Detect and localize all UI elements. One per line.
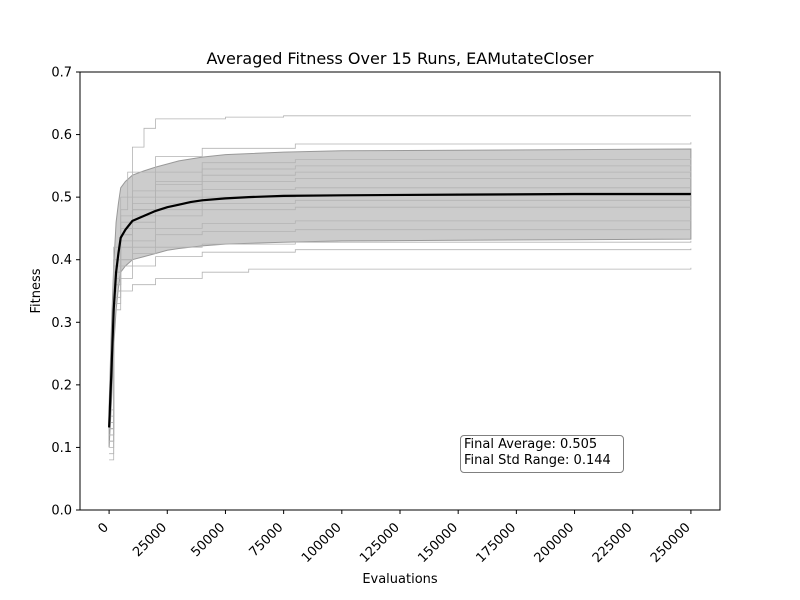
y-tick-label: 0.3 — [51, 316, 72, 331]
y-tick-label: 0.0 — [51, 504, 72, 519]
x-tick-label: 200000 — [532, 520, 578, 566]
run-line — [109, 220, 692, 423]
x-tick-label: 75000 — [247, 520, 287, 560]
x-tick-label: 100000 — [299, 520, 345, 566]
y-axis-label: Fitness — [29, 268, 44, 313]
average-line — [108, 192, 691, 428]
y-tick-label: 0.4 — [51, 253, 72, 268]
final-stats-box: Final Average: 0.505 Final Std Range: 0.… — [460, 435, 624, 473]
y-tick-label: 0.2 — [51, 378, 72, 393]
x-tick-label: 25000 — [130, 520, 170, 560]
run-line — [109, 240, 692, 430]
x-tick-label: 125000 — [357, 520, 403, 566]
x-tick-label: 250000 — [648, 520, 694, 566]
y-tick-label: 0.5 — [51, 191, 72, 206]
x-tick-label: 175000 — [473, 520, 519, 566]
average-layer — [108, 192, 691, 428]
x-tick-label: 50000 — [188, 520, 228, 560]
y-tick-label: 0.7 — [51, 66, 72, 81]
run-line — [109, 187, 691, 430]
final-std-range-text: Final Std Range: 0.144 — [464, 453, 611, 468]
final-average-text: Final Average: 0.505 — [464, 437, 598, 452]
run-line — [109, 267, 692, 461]
x-tick-label: 0 — [95, 520, 111, 536]
y-axis: 0.0 0.1 0.2 0.3 0.4 0.5 0.6 0.7 — [51, 66, 80, 519]
x-tick-label: 225000 — [590, 520, 636, 566]
plot-frame — [79, 71, 721, 511]
chart-title: Averaged Fitness Over 15 Runs, EAMutateC… — [206, 49, 593, 68]
run-line — [109, 229, 691, 442]
y-tick-label: 0.6 — [51, 128, 72, 143]
x-axis: 0 25000 50000 75000 100000 125000 150000 175000… — [95, 510, 694, 566]
x-tick-label: 150000 — [415, 520, 461, 566]
x-axis-label: Evaluations — [362, 572, 438, 587]
run-line — [109, 248, 692, 455]
y-tick-label: 0.1 — [51, 441, 72, 456]
